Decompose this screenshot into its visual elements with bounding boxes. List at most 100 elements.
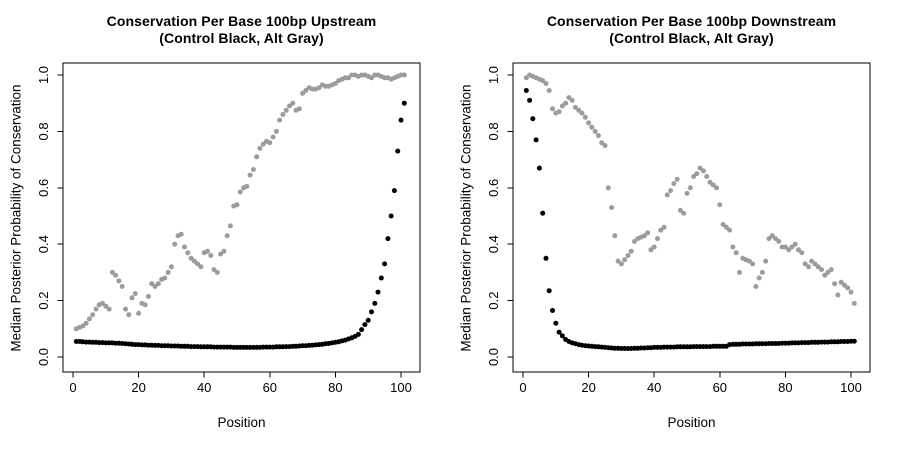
data-point [152,284,158,289]
data-point [848,289,854,295]
data-point [563,100,569,106]
data-point [227,223,233,229]
data-point [530,116,536,122]
downstream-scatter-plot: 0 20 40 60 80 100 0.0 0.2 0.4 0.6 0.8 1.0 [486,62,871,395]
data-point [277,117,283,123]
y-tick-label: 0.4 [36,235,51,253]
data-point [632,238,637,244]
data-point [145,293,151,299]
data-point [802,261,808,267]
data-point [250,167,256,172]
data-point [796,247,801,253]
data-point [395,148,401,154]
data-point [369,309,374,315]
data-point [763,258,769,264]
x-tick-label: 40 [647,380,661,395]
data-point [845,285,851,291]
data-point [582,114,588,120]
y-tick-label: 0.2 [36,292,51,310]
data-point [586,120,592,126]
data-point [645,230,651,236]
data-point [714,185,719,191]
chart-downstream-panel: Conservation Per Base 100bp Downstream (… [450,0,900,450]
data-point [208,253,214,258]
data-point [546,288,552,294]
chart-subtitle: (Control Black, Alt Gray) [159,30,324,46]
data-point [737,269,742,275]
chart-title-block: Conservation Per Base 100bp Upstream (Co… [63,13,420,47]
y-tick-label: 0.8 [36,122,51,140]
data-point [113,272,119,278]
data-point [612,233,618,239]
data-point [359,327,365,333]
x-tick-label: 100 [840,380,862,395]
chart-title-block: Conservation Per Base 100bp Downstream (… [513,13,870,47]
x-axis-ticks: 0 20 40 60 80 100 [69,372,412,395]
data-point [661,224,667,230]
data-point [237,189,243,195]
data-point [103,303,109,309]
data-point [655,236,660,242]
data-point [543,255,549,261]
data-point [812,261,818,267]
data-point [835,292,841,298]
data-point [546,88,552,93]
data-point [303,88,309,93]
data-point [254,154,260,160]
y-axis-ticks: 0.0 0.2 0.4 0.6 0.8 1.0 [486,66,513,366]
data-point [398,117,404,123]
x-axis-title: Position [667,415,716,430]
data-point [684,190,690,196]
data-point [332,81,338,86]
data-point [195,261,201,267]
data-point [205,248,210,254]
chart-upstream-panel: Conservation Per Base 100bp Upstream (Co… [9,13,421,430]
x-tick-label: 0 [69,380,76,395]
data-point [825,269,831,275]
data-point [704,174,710,179]
data-point [378,275,384,281]
plot-box [62,62,421,373]
data-point [805,264,811,270]
data-point [300,90,306,96]
data-point [786,247,792,253]
data-point [727,227,733,233]
data-point [296,106,302,112]
data-point [815,264,821,270]
data-point [224,233,230,239]
data-point [733,250,739,256]
data-point [799,250,805,256]
y-tick-label: 1.0 [36,66,51,84]
data-point [280,112,286,117]
data-point [365,317,371,323]
data-point [316,85,322,91]
data-point [188,255,194,261]
data-point [119,284,125,289]
y-axis-ticks: 0.0 0.2 0.4 0.6 0.8 1.0 [36,66,63,366]
data-point [628,248,634,254]
data-point [609,205,615,210]
data-point [540,210,546,216]
data-point [615,258,621,264]
data-point [527,97,533,103]
data-point [651,244,657,250]
data-point [136,310,142,316]
data-point [234,202,240,208]
x-tick-label: 80 [328,380,342,395]
data-point [720,222,726,227]
data-point [769,233,775,239]
data-point [595,133,601,139]
data-point [746,258,752,264]
data-point [257,145,263,151]
data-point [605,185,611,191]
data-point [382,261,388,267]
data-point [132,291,138,297]
data-point [90,312,96,318]
data-point [832,281,838,287]
data-point [618,261,624,267]
data-point [273,128,279,134]
data-point [290,100,296,106]
data-point [401,100,407,106]
data-point [168,264,174,270]
